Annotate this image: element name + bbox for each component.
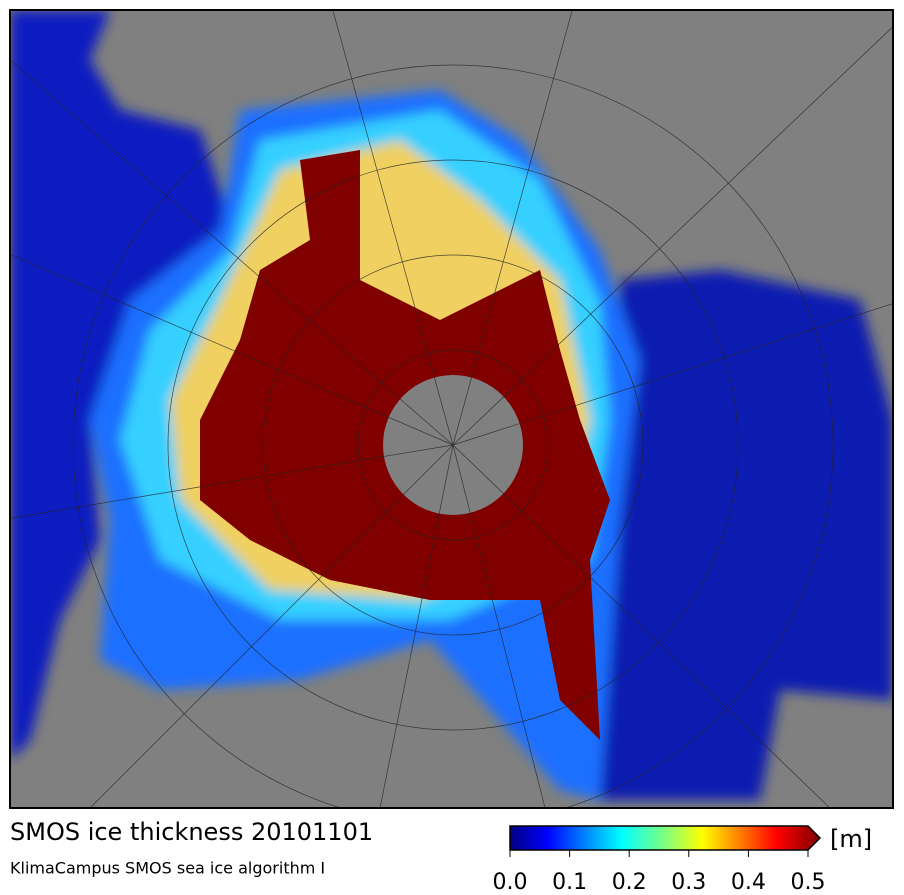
colorbar-tick-label: 0.3: [671, 870, 706, 895]
colorbar-tick-label: 0.2: [612, 870, 647, 895]
colorbar-unit: [m]: [830, 825, 872, 853]
map-subtitle: KlimaCampus SMOS sea ice algorithm I: [10, 859, 325, 878]
map-title: SMOS ice thickness 20101101: [10, 818, 373, 846]
map-frame: [9, 9, 894, 809]
colorbar-tick-label: 0.5: [791, 870, 826, 895]
colorbar-tick-label: 0.4: [731, 870, 766, 895]
colorbar-scale: [509, 825, 822, 851]
colorbar-tick-label: 0.0: [493, 870, 528, 895]
colorbar: [m] 0.0 0.1 0.2 0.3 0.4 0.5: [493, 825, 873, 895]
graticule: [10, 10, 893, 808]
colorbar-tick-label: 0.1: [552, 870, 587, 895]
map: [10, 10, 893, 808]
